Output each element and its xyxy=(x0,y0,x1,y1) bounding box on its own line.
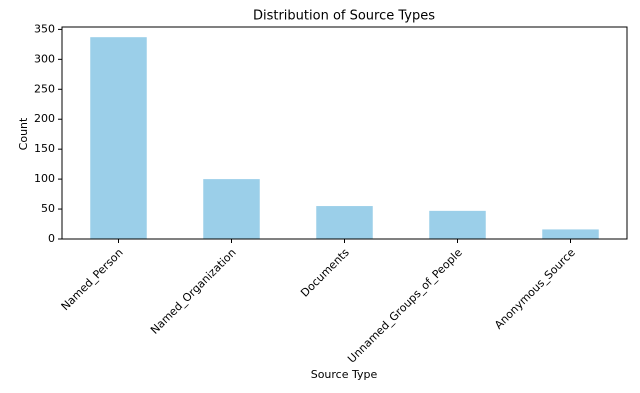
y-tick-label: 0 xyxy=(48,232,55,245)
bar xyxy=(542,229,599,239)
y-tick-label: 150 xyxy=(34,142,55,155)
y-tick-label: 50 xyxy=(41,202,55,215)
bar xyxy=(316,206,373,239)
y-tick-label: 100 xyxy=(34,172,55,185)
x-tick-label: Documents xyxy=(298,246,352,300)
x-tick-label: Unnamed_Groups_of_People xyxy=(345,246,465,366)
bar xyxy=(429,210,486,239)
x-tick-label: Anonymous_Source xyxy=(492,246,578,332)
y-tick-label: 350 xyxy=(34,22,55,35)
chart-title: Distribution of Source Types xyxy=(253,9,435,24)
x-axis-label: Source Type xyxy=(311,368,378,381)
x-tick-label: Named_Person xyxy=(59,246,126,313)
bar xyxy=(203,179,260,239)
x-tick-label: Named_Organization xyxy=(148,246,239,337)
y-tick-label: 300 xyxy=(34,52,55,65)
y-tick-label: 250 xyxy=(34,82,55,95)
plot-frame xyxy=(61,26,628,240)
y-axis-label: Count xyxy=(17,117,30,150)
y-tick-label: 200 xyxy=(34,112,55,125)
bar xyxy=(90,37,147,240)
